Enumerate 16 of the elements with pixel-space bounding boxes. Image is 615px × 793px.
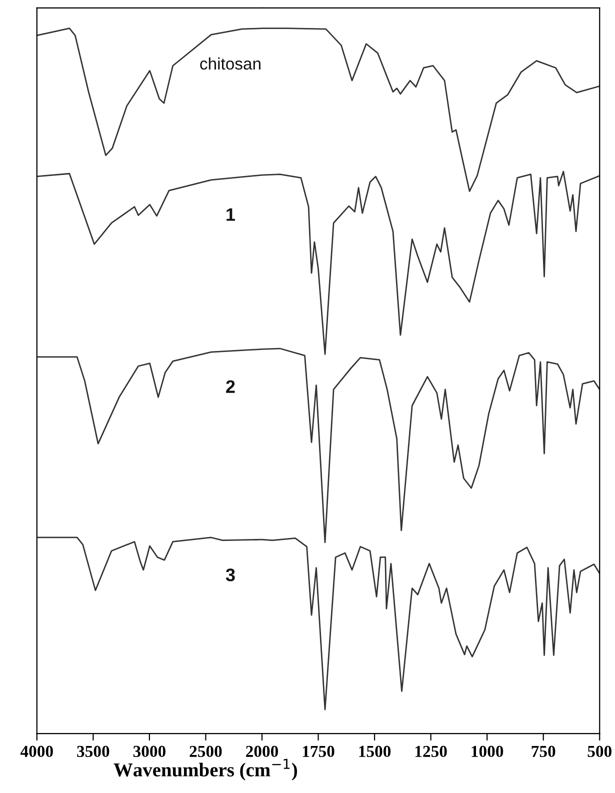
x-tick-label: 2500 — [190, 746, 222, 758]
series-label: 3 — [226, 568, 235, 582]
x-tick-label: 1250 — [415, 746, 447, 758]
x-tick-label: 2000 — [246, 746, 278, 758]
x-tick-label: 3000 — [133, 746, 166, 758]
x-tick-label: 3500 — [77, 746, 110, 758]
x-axis-title: Wavenumbers (cm$^{−1}$) — [114, 758, 298, 780]
series-label: 1 — [226, 208, 235, 221]
x-tick-label: 750 — [532, 746, 556, 758]
x-tick-label: 4000 — [20, 746, 53, 758]
x-tick-label: 1750 — [302, 746, 334, 758]
series-label: chitosan — [200, 57, 260, 70]
x-tick-label: 1000 — [472, 746, 504, 758]
series-label: 2 — [226, 380, 235, 393]
x-tick-label: 1500 — [359, 746, 391, 758]
x-tick-label: 500 — [588, 746, 612, 758]
